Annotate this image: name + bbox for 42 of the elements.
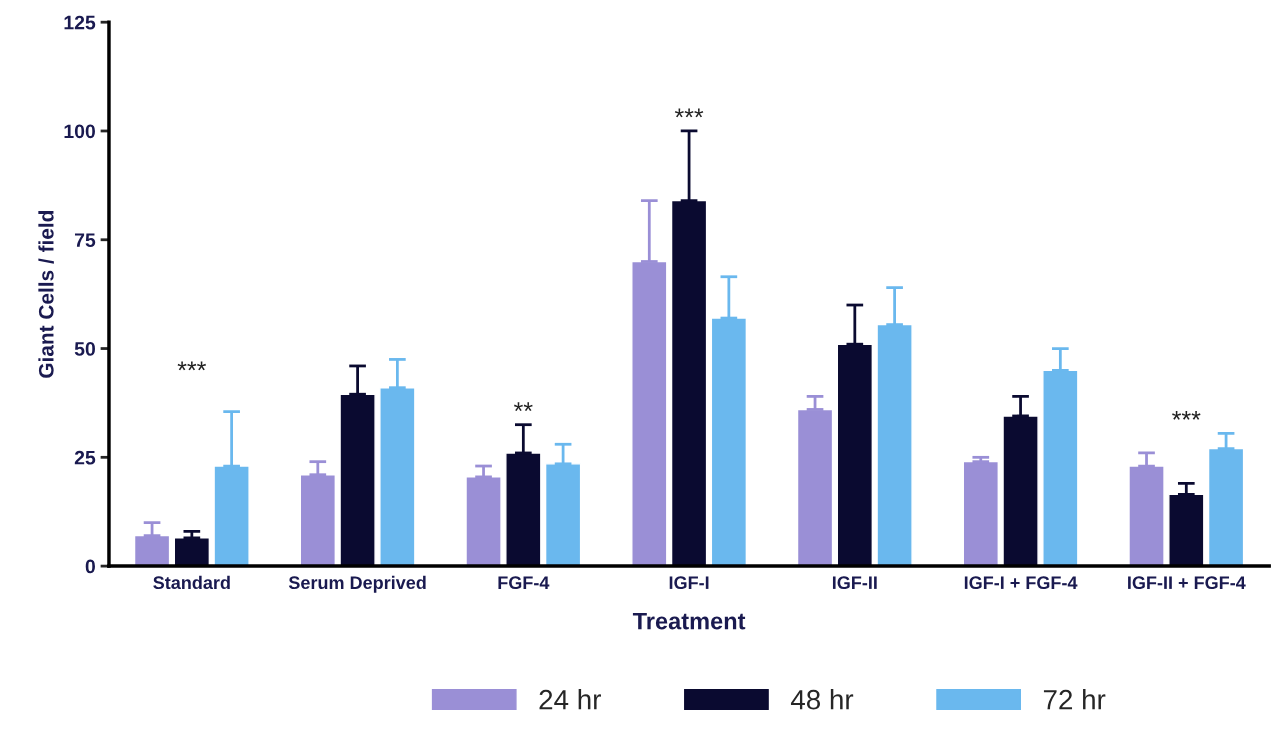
bar xyxy=(379,387,416,567)
bar xyxy=(213,465,250,567)
x-tick-label: FGF-4 xyxy=(498,576,550,590)
bar xyxy=(1207,447,1245,567)
x-tick-label: IGF-II + FGF-4 xyxy=(1128,576,1246,590)
annotation: *** xyxy=(1172,411,1201,420)
x-tick-label: Standard xyxy=(153,575,230,590)
legend-label: 48 hr xyxy=(790,689,854,710)
bar xyxy=(836,343,874,567)
x-tick-label: IGF-I xyxy=(669,576,709,590)
y-tick-label: 75 xyxy=(74,233,96,247)
bar xyxy=(505,452,542,567)
y-axis-title: Giant Cells / field xyxy=(38,211,54,378)
bar xyxy=(1128,465,1165,567)
annotation: *** xyxy=(177,361,207,371)
bar xyxy=(1002,415,1039,567)
y-tick-label: 25 xyxy=(74,450,96,465)
bar xyxy=(299,474,337,567)
bar xyxy=(876,323,913,567)
x-tick-label: IGF-I + FGF-4 xyxy=(964,576,1078,590)
bar xyxy=(796,408,834,567)
bar xyxy=(631,260,668,567)
bar xyxy=(339,393,376,567)
x-axis-title: Treatment xyxy=(632,612,746,630)
x-tick-label: Serum Deprived xyxy=(288,575,426,593)
bar xyxy=(465,476,502,567)
bar xyxy=(710,317,748,567)
y-tick-label: 100 xyxy=(64,124,95,139)
y-tick-label: 125 xyxy=(64,15,96,30)
bar xyxy=(962,460,999,567)
bar xyxy=(1042,369,1079,567)
y-tick-label: 50 xyxy=(74,342,95,356)
legend-label: 24 hr xyxy=(539,689,601,710)
bar xyxy=(670,199,708,567)
bar xyxy=(1168,493,1205,567)
bar xyxy=(544,463,582,567)
annotation: ** xyxy=(514,402,533,412)
x-tick-label: IGF-II xyxy=(832,576,877,590)
bar xyxy=(133,534,171,567)
y-tick-label: 0 xyxy=(85,559,95,574)
annotation: *** xyxy=(674,108,704,118)
legend-label: 72 hr xyxy=(1043,689,1106,710)
